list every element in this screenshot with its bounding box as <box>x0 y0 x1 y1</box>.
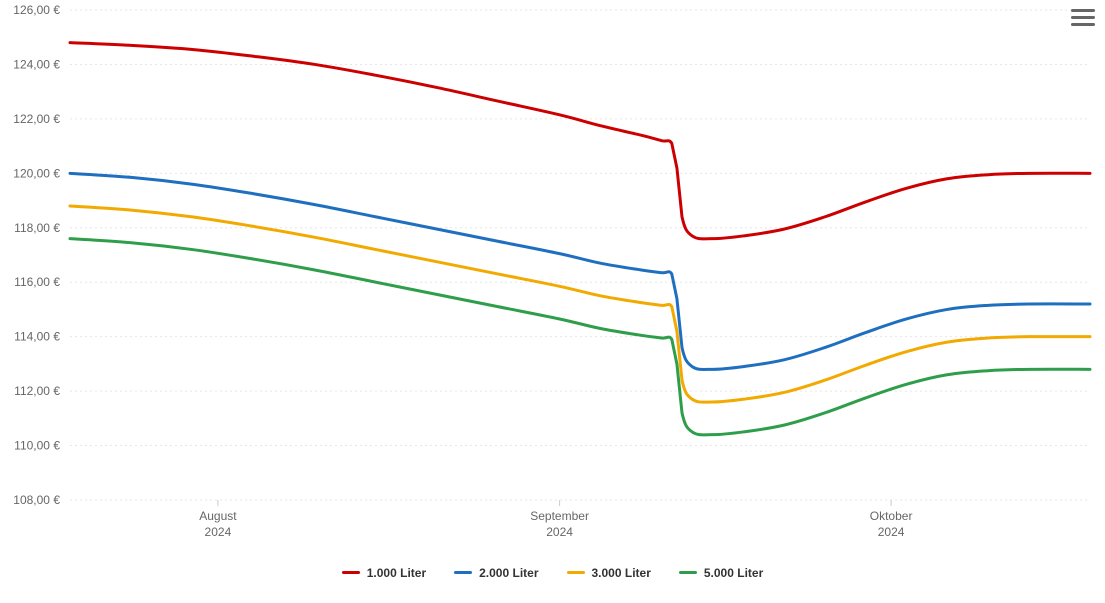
x-axis-label: September <box>530 509 589 523</box>
legend-item[interactable]: 3.000 Liter <box>567 566 651 580</box>
y-axis-label: 122,00 € <box>13 112 60 126</box>
legend-item[interactable]: 5.000 Liter <box>679 566 763 580</box>
legend-item[interactable]: 1.000 Liter <box>342 566 426 580</box>
price-chart: 108,00 € 110,00 € 112,00 € 114,00 € 116,00 €… <box>0 0 1105 603</box>
legend-swatch <box>679 571 697 574</box>
x-axis-sublabel: 2024 <box>205 525 232 539</box>
legend: 1.000 Liter 2.000 Liter 3.000 Liter 5.000 L… <box>0 563 1105 580</box>
legend-label: 2.000 Liter <box>479 566 538 580</box>
y-axis-label: 118,00 € <box>14 221 60 235</box>
series-line <box>70 173 1090 369</box>
y-axis-label: 120,00 € <box>13 166 60 180</box>
x-axis-label: Oktober <box>870 509 913 523</box>
legend-label: 5.000 Liter <box>704 566 763 580</box>
legend-label: 1.000 Liter <box>367 566 426 580</box>
series-line <box>70 43 1090 239</box>
legend-item[interactable]: 2.000 Liter <box>454 566 538 580</box>
x-axis-label: August <box>199 509 237 523</box>
legend-swatch <box>342 571 360 574</box>
y-axis-label: 124,00 € <box>13 57 60 71</box>
x-axis-sublabel: 2024 <box>878 525 905 539</box>
legend-swatch <box>567 571 585 574</box>
y-axis-label: 108,00 € <box>13 493 60 507</box>
chart-svg: 108,00 € 110,00 € 112,00 € 114,00 € 116,00 €… <box>0 0 1105 603</box>
y-axis-label: 126,00 € <box>13 3 60 17</box>
chart-menu-button[interactable] <box>1071 6 1095 28</box>
x-axis-sublabel: 2024 <box>546 525 573 539</box>
series-line <box>70 206 1090 402</box>
legend-label: 3.000 Liter <box>592 566 651 580</box>
y-axis-label: 116,00 € <box>14 275 60 289</box>
legend-swatch <box>454 571 472 574</box>
y-axis-label: 114,00 € <box>14 330 60 344</box>
y-axis-label: 112,00 € <box>14 384 60 398</box>
y-axis-label: 110,00 € <box>14 439 60 453</box>
